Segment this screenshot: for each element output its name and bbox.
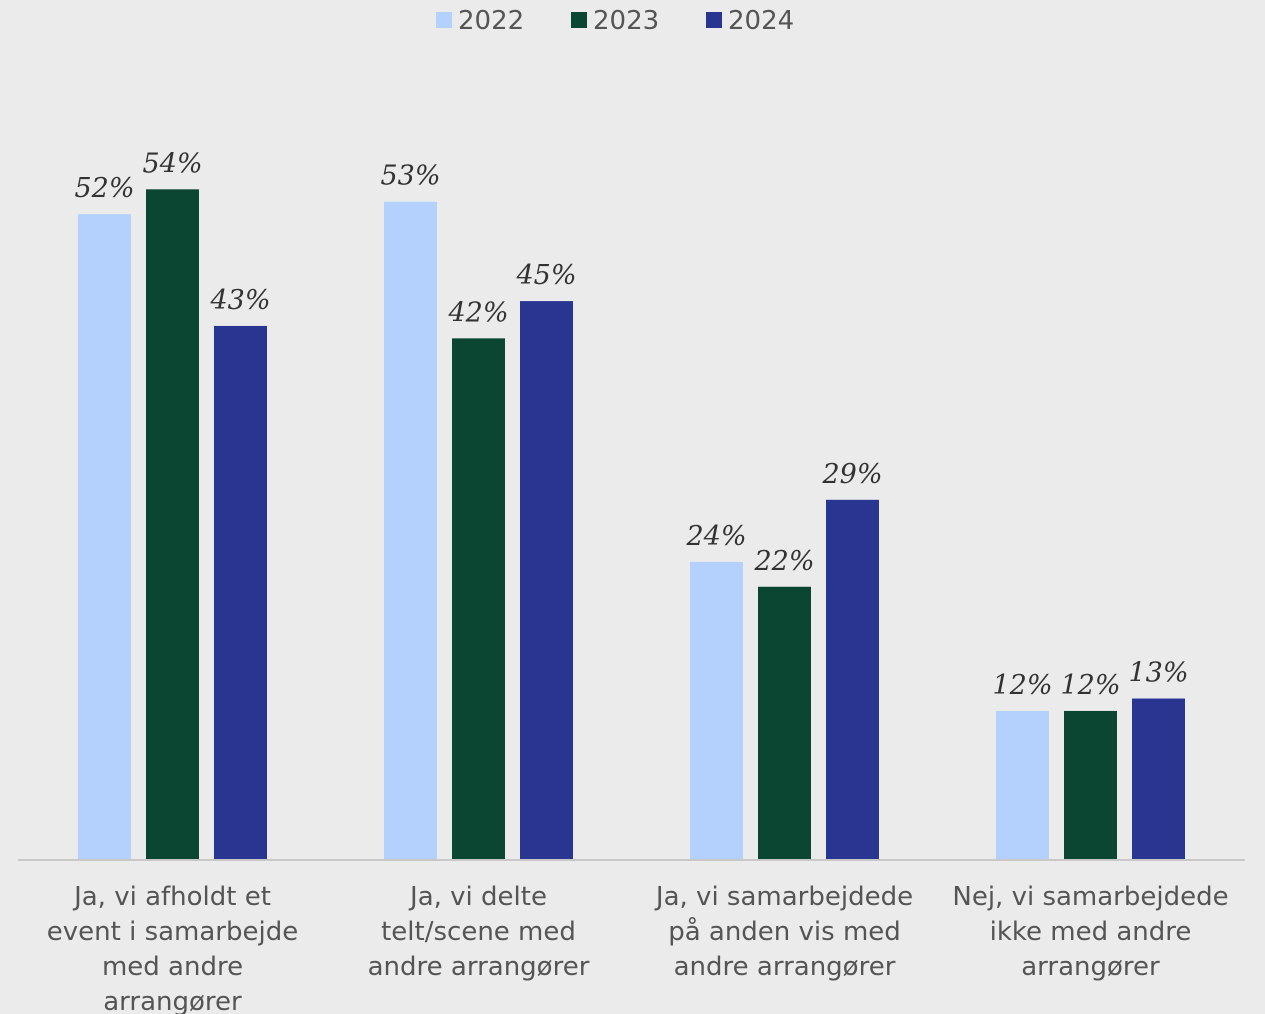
category-label-4-line-3: arrangører bbox=[1021, 952, 1160, 982]
bar-2024-cat3 bbox=[826, 499, 879, 860]
bar-2022-cat1 bbox=[78, 214, 131, 860]
legend-label-2024: 2024 bbox=[728, 6, 794, 36]
legend-swatch-2023 bbox=[571, 12, 587, 28]
data-label-2023-cat1: 54% bbox=[142, 148, 202, 179]
legend: 2022 2023 2024 bbox=[436, 6, 794, 36]
category-label-3-line-2: på anden vis med bbox=[668, 916, 901, 947]
category-label-1-line-3: med andre bbox=[102, 952, 243, 982]
category-label-4-line-2: ikke med andre bbox=[990, 917, 1192, 947]
bar-2022-cat2 bbox=[384, 201, 437, 861]
bar-2023-cat4 bbox=[1064, 710, 1117, 860]
category-label-1-line-4: arrangører bbox=[103, 987, 242, 1014]
category-label-2-line-1: Ja, vi delte bbox=[408, 882, 547, 912]
data-label-2024-cat3: 29% bbox=[821, 459, 882, 490]
category-label-1-line-1: Ja, vi afholdt et bbox=[72, 882, 271, 912]
data-label-2022-cat2: 53% bbox=[380, 161, 440, 192]
bar-2024-cat1 bbox=[214, 325, 267, 860]
bar-2023-cat2 bbox=[452, 338, 505, 860]
value-labels-group: 52% 54% 43% 53% 42%45% 24%22% 29% 12% 12% 13% bbox=[74, 148, 1188, 701]
bar-2022-cat3 bbox=[690, 561, 743, 860]
data-label-2024-cat2: 45% bbox=[515, 260, 576, 291]
bar-2023-cat3 bbox=[758, 586, 811, 860]
bars-group bbox=[78, 189, 1185, 861]
legend-swatch-2024 bbox=[706, 12, 722, 28]
category-labels-group: Ja, vi afholdt et event i samarbejde med a… bbox=[47, 882, 1229, 1014]
data-label-2024-cat4: 13% bbox=[1128, 658, 1188, 689]
data-label-2023-cat4: 12% bbox=[1060, 670, 1120, 701]
data-label-2022-cat1: 52% bbox=[74, 173, 134, 204]
legend-swatch-2022 bbox=[436, 12, 452, 28]
data-label-2022-cat4: 12% bbox=[992, 670, 1052, 701]
category-label-2-line-3: andre arrangører bbox=[368, 952, 590, 982]
category-label-1-line-2: event i samarbejde bbox=[47, 917, 298, 947]
legend-label-2023: 2023 bbox=[593, 6, 659, 36]
category-label-4-line-1: Nej, vi samarbejdede bbox=[952, 882, 1228, 912]
data-label-2022-cat3: 24% bbox=[685, 521, 746, 552]
legend-label-2022: 2022 bbox=[458, 6, 524, 36]
bar-2022-cat4 bbox=[996, 710, 1049, 860]
bar-2023-cat1 bbox=[146, 189, 199, 860]
category-label-2-line-2: telt/scene med bbox=[381, 917, 576, 947]
data-label-2024-cat1: 43% bbox=[209, 285, 270, 316]
data-label-2023-cat3: 22% bbox=[753, 546, 814, 577]
data-label-2023-cat2: 42% bbox=[447, 297, 508, 328]
bar-2024-cat4 bbox=[1132, 698, 1185, 860]
bar-2024-cat2 bbox=[520, 301, 573, 861]
category-label-3-line-3: andre arrangører bbox=[674, 952, 896, 982]
category-label-3-line-1: Ja, vi samarbejdede bbox=[654, 882, 913, 912]
